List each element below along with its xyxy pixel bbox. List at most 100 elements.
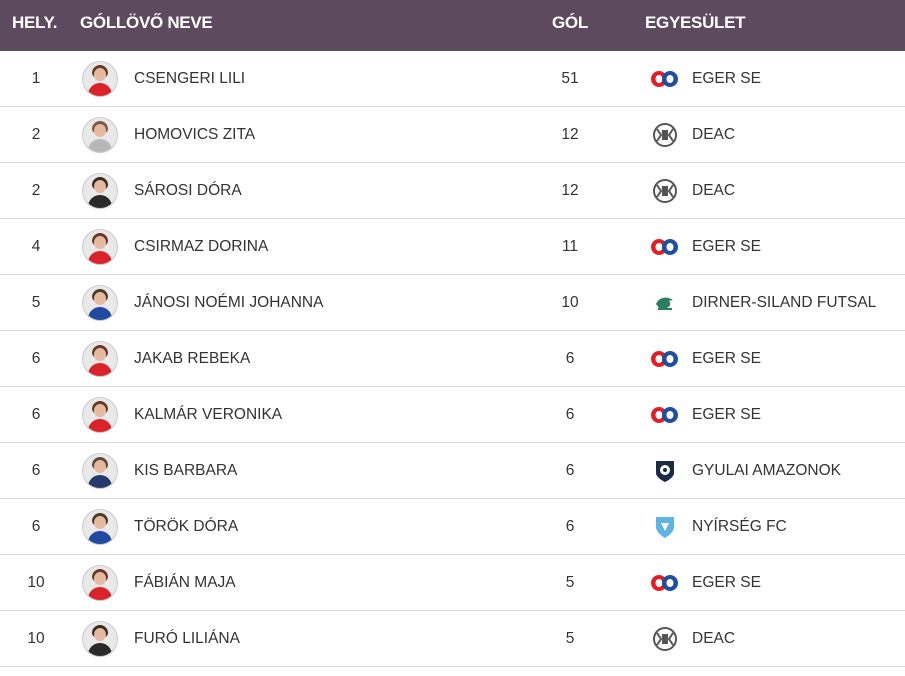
player-avatar-cell: [82, 51, 118, 106]
player-avatar[interactable]: [82, 564, 118, 601]
player-name[interactable]: KALMÁR VERONIKA: [134, 405, 283, 423]
player-avatar-cell: [82, 107, 118, 162]
position-cell: 6: [31, 461, 41, 479]
player-name[interactable]: FURÓ LILIÁNA: [134, 629, 240, 647]
player-avatar-cell: [82, 555, 118, 610]
club-cell[interactable]: EGER SE: [648, 387, 761, 442]
club-cell[interactable]: GYULAI AMAZONOK: [648, 443, 841, 498]
club-name[interactable]: EGER SE: [692, 349, 761, 367]
player-avatar[interactable]: [82, 116, 118, 153]
club-cell[interactable]: DEAC: [648, 611, 735, 666]
eger-se-logo-icon: [648, 573, 682, 593]
position-cell: 4: [31, 237, 41, 255]
club-name[interactable]: DEAC: [692, 125, 736, 143]
club-cell[interactable]: EGER SE: [648, 219, 761, 274]
club-name[interactable]: GYULAI AMAZONOK: [692, 461, 842, 479]
club-name[interactable]: EGER SE: [692, 573, 761, 591]
header-club: EGYESÜLET: [645, 13, 746, 32]
player-avatar-cell: [82, 499, 118, 554]
club-cell[interactable]: DEAC: [648, 107, 735, 162]
position-cell: 5: [31, 293, 41, 311]
player-avatar[interactable]: [82, 508, 118, 545]
club-cell[interactable]: EGER SE: [648, 555, 761, 610]
table-row[interactable]: 2 HOMOVICS ZITA 12 DEAC: [0, 107, 905, 163]
goals-cell: 12: [561, 125, 579, 143]
club-cell[interactable]: EGER SE: [648, 51, 761, 106]
club-cell[interactable]: NYÍRSÉG FC: [648, 499, 787, 554]
player-name[interactable]: HOMOVICS ZITA: [134, 125, 256, 143]
player-avatar[interactable]: [82, 620, 118, 657]
goals-cell: 6: [565, 405, 575, 423]
dirner-siland-logo-icon: [648, 293, 682, 313]
position-cell: 10: [27, 629, 45, 647]
eger-se-logo-icon: [648, 69, 682, 89]
player-name[interactable]: JÁNOSI NOÉMI JOHANNA: [134, 293, 324, 311]
player-avatar-cell: [82, 163, 118, 218]
player-avatar[interactable]: [82, 172, 118, 209]
club-name[interactable]: DIRNER-SILAND FUTSAL: [692, 293, 877, 311]
table-row[interactable]: 10 FURÓ LILIÁNA 5 DEAC: [0, 611, 905, 667]
deac-logo-icon: [648, 122, 682, 147]
club-name[interactable]: DEAC: [692, 629, 736, 647]
player-avatar[interactable]: [82, 396, 118, 433]
header-goals: GÓL: [552, 13, 588, 32]
player-name[interactable]: CSENGERI LILI: [134, 69, 246, 87]
table-row[interactable]: 10 FÁBIÁN MAJA 5 EGER SE: [0, 555, 905, 611]
position-cell: 6: [31, 517, 41, 535]
header-position: HELY.: [12, 13, 58, 32]
player-avatar[interactable]: [82, 228, 118, 265]
table-row[interactable]: 5 JÁNOSI NOÉMI JOHANNA 10 DIRNER-SILAND FUT…: [0, 275, 905, 331]
table-header: HELY. GÓLLÖVŐ NEVE GÓL EGYESÜLET: [0, 0, 905, 51]
player-avatar-cell: [82, 275, 118, 330]
club-name[interactable]: EGER SE: [692, 69, 761, 87]
club-name[interactable]: EGER SE: [692, 237, 761, 255]
player-name[interactable]: KIS BARBARA: [134, 461, 238, 479]
table-row[interactable]: 6 KALMÁR VERONIKA 6 EGER SE: [0, 387, 905, 443]
player-name[interactable]: SÁROSI DÓRA: [134, 181, 242, 199]
table-row[interactable]: 6 TÖRÖK DÓRA 6 NYÍRSÉG FC: [0, 499, 905, 555]
goals-cell: 6: [565, 517, 575, 535]
player-name[interactable]: FÁBIÁN MAJA: [134, 573, 236, 591]
player-avatar[interactable]: [82, 452, 118, 489]
club-name[interactable]: NYÍRSÉG FC: [692, 517, 787, 535]
eger-se-logo-icon: [648, 349, 682, 369]
eger-se-logo-icon: [648, 237, 682, 257]
goals-cell: 6: [565, 461, 575, 479]
goals-cell: 51: [561, 69, 579, 87]
player-avatar-cell: [82, 611, 118, 666]
goals-cell: 11: [561, 237, 579, 255]
goals-cell: 12: [561, 181, 579, 199]
deac-logo-icon: [648, 626, 682, 651]
goals-cell: 5: [565, 629, 575, 647]
table-row[interactable]: 2 SÁROSI DÓRA 12 DEAC: [0, 163, 905, 219]
goals-cell: 5: [565, 573, 575, 591]
player-avatar-cell: [82, 331, 118, 386]
player-avatar-cell: [82, 443, 118, 498]
player-name[interactable]: TÖRÖK DÓRA: [134, 517, 239, 535]
club-cell[interactable]: DEAC: [648, 163, 735, 218]
player-name[interactable]: JAKAB REBEKA: [134, 349, 251, 367]
player-name[interactable]: CSIRMAZ DORINA: [134, 237, 269, 255]
position-cell: 10: [27, 573, 45, 591]
position-cell: 2: [31, 181, 41, 199]
goals-cell: 6: [565, 349, 575, 367]
player-avatar[interactable]: [82, 284, 118, 321]
club-name[interactable]: DEAC: [692, 181, 736, 199]
player-avatar-cell: [82, 387, 118, 442]
player-avatar[interactable]: [82, 340, 118, 377]
player-avatar[interactable]: [82, 60, 118, 97]
position-cell: 2: [31, 125, 41, 143]
eger-se-logo-icon: [648, 405, 682, 425]
position-cell: 6: [31, 349, 41, 367]
table-row[interactable]: 4 CSIRMAZ DORINA 11 EGER SE: [0, 219, 905, 275]
header-scorer-name: GÓLLÖVŐ NEVE: [80, 13, 213, 32]
table-row[interactable]: 6 KIS BARBARA 6 GYULAI AMAZONOK: [0, 443, 905, 499]
club-name[interactable]: EGER SE: [692, 405, 761, 423]
club-cell[interactable]: DIRNER-SILAND FUTSAL: [648, 275, 876, 330]
table-row[interactable]: 1 CSENGERI LILI 51 EGER SE: [0, 51, 905, 107]
table-body: 1 CSENGERI LILI 51 EGER SE 2 HOMOVICS ZITA 12 D…: [0, 51, 905, 667]
club-cell[interactable]: EGER SE: [648, 331, 761, 386]
gyulai-amazonok-logo-icon: [648, 460, 682, 482]
table-row[interactable]: 6 JAKAB REBEKA 6 EGER SE: [0, 331, 905, 387]
